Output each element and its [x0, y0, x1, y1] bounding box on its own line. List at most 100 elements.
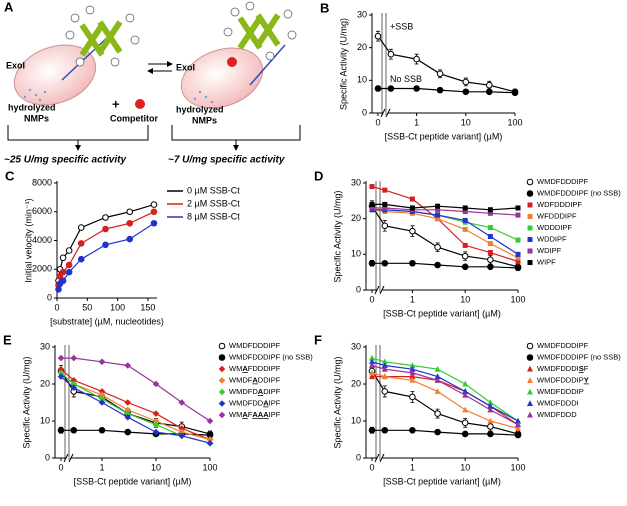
legend-label: WIPF: [537, 257, 556, 266]
series-line: [372, 209, 519, 255]
data-point: [368, 426, 376, 434]
legend-label: WMDFDDD: [537, 410, 577, 419]
data-point: [369, 362, 375, 368]
data-point: [387, 85, 395, 92]
legend-label: WFDDDIPF: [537, 211, 577, 220]
legend-label: WMDFDDAIPF: [229, 398, 281, 407]
chart: F 0 10 20 30 0 1 10 100 [SSB-Ct peptide variant] …: [314, 332, 621, 486]
data-point: [178, 432, 186, 440]
axis-break: [64, 345, 70, 460]
data-point: [515, 212, 521, 218]
data-point: [409, 259, 416, 267]
data-point: [374, 32, 382, 40]
data-point: [70, 384, 78, 391]
data-point: [462, 380, 469, 387]
y-tick-label: 30: [357, 9, 367, 19]
data-point: [152, 380, 160, 388]
data-point: [487, 406, 494, 413]
data-point: [487, 210, 493, 216]
series-line: [372, 209, 519, 241]
data-point: [527, 214, 533, 219]
data-point: [527, 202, 533, 208]
data-point: [57, 373, 65, 380]
panel-letter: A: [4, 0, 14, 14]
data-point: [514, 264, 522, 272]
y-tick-label: 0: [47, 292, 52, 302]
y-tick-label: 10: [351, 249, 361, 259]
data-point: [65, 268, 73, 276]
legend-label: 8 µM SSB-Ct: [187, 211, 240, 221]
data-point: [369, 358, 375, 365]
y-axis-label: Specific Activity (U/mg): [21, 356, 31, 448]
legend-label: 2 µM SSB-Ct: [187, 198, 240, 208]
data-point: [435, 207, 441, 213]
legend-label: WMDFDDDIPF (no SSB): [537, 188, 621, 197]
data-point: [527, 225, 533, 231]
data-point: [59, 268, 67, 276]
product-label: NMPs: [24, 113, 49, 123]
series-line: [57, 222, 155, 290]
data-point: [462, 209, 468, 215]
data-point: [514, 431, 522, 439]
data-point: [218, 400, 226, 407]
y-axis-label: Specific Activity (U/mg): [332, 356, 342, 448]
data-point: [98, 395, 106, 403]
data-point: [526, 354, 534, 361]
data-point: [56, 273, 64, 280]
data-point: [381, 365, 388, 372]
axis-break: [381, 13, 387, 115]
data-point: [434, 410, 441, 417]
data-point: [77, 224, 85, 231]
competitor-dot: [135, 99, 145, 109]
axis-break: [380, 108, 391, 118]
data-point: [206, 417, 214, 425]
legend-label: WDDDIPF: [537, 223, 572, 232]
data-point: [57, 426, 65, 434]
y-tick-label: 30: [351, 341, 361, 351]
data-point: [55, 286, 62, 293]
panel-letter: F: [314, 332, 322, 347]
panel-a: A ExoI hydrolyzed NMPs + Competitor ExoI: [4, 0, 301, 166]
data-point: [59, 277, 67, 285]
data-point: [487, 402, 494, 409]
y-tick-label: 6000: [32, 206, 52, 216]
legend-label: WDDIPF: [537, 234, 567, 243]
data-point: [409, 369, 416, 376]
data-point: [461, 252, 469, 260]
data-point: [435, 216, 441, 222]
ssb-tetramer: [79, 20, 123, 57]
chart: B 0 10 20 30 0 1 10 100 [SSB-Ct peptide variant] …: [320, 0, 523, 141]
nmp-dots: [193, 90, 214, 104]
data-point: [485, 81, 493, 89]
legend-label: WMDFDADIPF: [229, 387, 281, 396]
data-point: [124, 399, 132, 406]
x-tick-label: 0: [54, 302, 59, 312]
data-point: [381, 362, 388, 368]
data-point: [381, 259, 389, 267]
legend-label: WMDFDDDIPF (no SSB): [229, 352, 313, 361]
data-point: [387, 50, 395, 58]
data-point: [434, 377, 441, 383]
data-point: [98, 388, 106, 395]
data-point: [527, 388, 533, 395]
data-point: [515, 417, 521, 424]
legend-label: WMDFDDDIP: [537, 387, 584, 396]
legend-label: WMDFADDIPF: [229, 375, 281, 384]
data-point: [126, 219, 134, 227]
data-point: [515, 251, 521, 257]
data-point: [178, 425, 186, 432]
data-point: [409, 196, 415, 202]
legend-label: WMDFDDDISF: [537, 364, 589, 373]
x-axis-label: [SSB-Ct peptide variant] (µM): [385, 131, 503, 141]
y-tick-label: 10: [357, 75, 367, 85]
data-point: [369, 201, 375, 207]
data-point: [487, 207, 493, 213]
data-point: [435, 203, 441, 209]
competitor-dot: [227, 57, 237, 67]
data-point: [487, 241, 493, 247]
data-point: [409, 373, 416, 380]
data-point: [413, 85, 420, 92]
data-point: [434, 428, 441, 436]
series-line: [60, 368, 211, 441]
